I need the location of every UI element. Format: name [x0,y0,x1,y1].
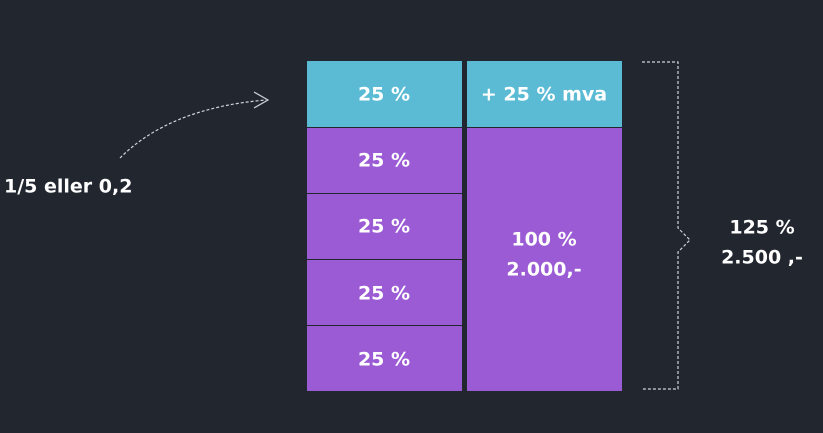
cell-label: 25 % [358,150,410,172]
cell [307,260,462,325]
arrow-head [253,91,270,109]
cell [467,61,622,127]
cell [307,61,462,127]
arrow [119,99,267,159]
cell [307,194,462,259]
cell-label: 2.000,- [506,259,581,281]
total-label: 125 % [729,217,794,239]
cell-label: 25 % [358,84,410,106]
cell [307,128,462,193]
brace [642,61,691,390]
cell-label: 25 % [358,283,410,305]
annotation: 1/5 eller 0,2 [4,176,132,198]
cell-label: 25 % [358,216,410,238]
cell [307,326,462,391]
cell-label: + 25 % mva [481,84,607,106]
cell [467,128,622,391]
cell-label: 25 % [358,349,410,371]
total-label: 2.500 ,- [721,247,803,269]
cell-label: 100 % [511,229,576,251]
